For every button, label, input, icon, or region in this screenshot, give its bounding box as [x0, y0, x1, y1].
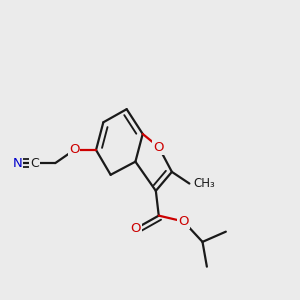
Text: CH₃: CH₃ [193, 177, 214, 190]
Text: C: C [30, 157, 39, 169]
Text: O: O [178, 215, 189, 228]
Text: O: O [69, 143, 80, 157]
Text: O: O [130, 222, 141, 235]
Text: N: N [12, 157, 22, 169]
Text: O: O [154, 141, 164, 154]
